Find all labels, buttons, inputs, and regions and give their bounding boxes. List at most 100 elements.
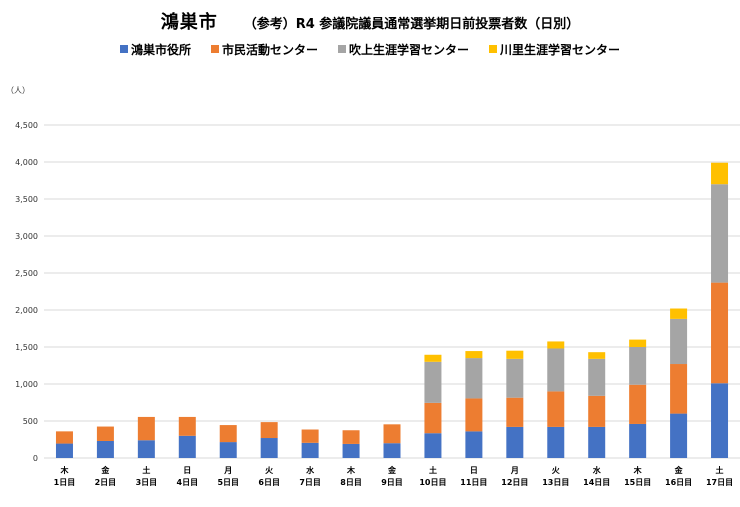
bar-segment (547, 391, 565, 427)
legend: 鴻巣市役所 市民活動センター 吹上生涯学習センター 川里生涯学習センター (0, 40, 740, 58)
bar-segment (301, 442, 319, 458)
y-tick-label: 2,000 (15, 306, 38, 315)
bar-segment (547, 348, 565, 392)
bar-segment (465, 431, 483, 458)
bar-segment (506, 358, 524, 398)
bar-segment (506, 426, 524, 458)
y-tick-label: 1,000 (15, 380, 38, 389)
bar-segment (137, 416, 155, 441)
bar-segment (178, 416, 196, 436)
x-day-label: 4日目 (177, 478, 199, 487)
x-weekday-label: 火 (265, 466, 274, 475)
bar-segment (424, 402, 442, 434)
legend-item-city-hall: 鴻巣市役所 (119, 41, 191, 58)
legend-item-kawasato-center: 川里生涯学習センター (489, 41, 620, 58)
bar-segment (588, 352, 606, 359)
x-day-label: 10日目 (419, 478, 446, 487)
bar-segment (547, 426, 565, 458)
bar-segment (670, 318, 688, 365)
bar-segment (219, 442, 237, 458)
legend-swatch-kawasato-center (489, 45, 498, 53)
gridlines (44, 124, 740, 459)
x-day-label: 3日目 (136, 478, 158, 487)
bar-segment (342, 430, 360, 444)
bar-segment (424, 361, 442, 403)
legend-label-kawasato-center: 川里生涯学習センター (500, 42, 621, 57)
x-day-label: 2日目 (95, 478, 117, 487)
bar-segment (342, 443, 360, 458)
x-weekday-label: 金 (100, 465, 110, 475)
x-weekday-label: 金 (674, 465, 684, 475)
bar-segment (219, 425, 237, 443)
bar-segment (260, 438, 278, 458)
legend-swatch-civic-center (210, 45, 219, 53)
legend-label-civic-center: 市民活動センター (221, 42, 318, 57)
bar-segment (670, 413, 688, 458)
x-weekday-label: 月 (510, 466, 519, 475)
y-tick-label: 0 (33, 454, 38, 463)
bar-segment (670, 364, 688, 414)
bar-segment (629, 384, 647, 424)
legend-item-fukiage-center: 吹上生涯学習センター (338, 41, 469, 58)
bar-segment (588, 426, 606, 458)
x-day-label: 6日目 (258, 478, 280, 487)
x-weekday-label: 木 (346, 465, 356, 475)
bar-segment (96, 426, 114, 441)
bar-segment (383, 424, 401, 444)
bar-segment (506, 350, 524, 359)
bar-segment (465, 351, 483, 359)
x-day-label: 17日目 (706, 478, 733, 487)
x-day-label: 11日目 (460, 478, 487, 487)
x-weekday-label: 土 (142, 465, 150, 475)
bar-segment (55, 431, 73, 444)
x-weekday-label: 土 (429, 465, 437, 475)
y-axis-ticks: 0 500 1,000 1,500 2,000 2,500 3,000 3,500 4,000 4… (15, 121, 38, 463)
bar-segment (629, 347, 647, 385)
x-weekday-label: 火 (552, 466, 561, 475)
x-weekday-label: 水 (305, 465, 315, 475)
x-weekday-label: 金 (387, 465, 397, 475)
bar-segment (465, 398, 483, 432)
x-weekday-label: 木 (59, 465, 69, 475)
y-tick-label: 4,000 (15, 158, 38, 167)
y-tick-label: 4,500 (15, 121, 38, 130)
x-day-label: 16日目 (665, 478, 692, 487)
bar-segment (178, 435, 196, 458)
bar-segment (301, 429, 319, 443)
x-weekday-label: 月 (223, 466, 232, 475)
y-tick-label: 1,500 (15, 343, 38, 352)
x-day-label: 15日目 (624, 478, 651, 487)
bar-segment (711, 282, 729, 384)
chart-title-main: 鴻巣市 (160, 12, 218, 33)
y-tick-label: 3,000 (15, 232, 38, 241)
bar-segment (711, 184, 729, 283)
y-tick-label: 3,500 (15, 195, 38, 204)
x-day-label: 7日目 (299, 478, 321, 487)
chart-title-sub: （参考）R4 参議院議員通常選挙期日前投票者数（日別） (243, 17, 580, 32)
x-day-label: 9日目 (381, 478, 403, 487)
bar-segment (383, 443, 401, 458)
x-weekday-label: 土 (716, 465, 724, 475)
x-day-label: 12日目 (501, 478, 528, 487)
bar-segment (588, 395, 606, 427)
x-day-label: 13日目 (542, 478, 569, 487)
y-axis-unit-label: （人） (6, 86, 30, 95)
legend-label-city-hall: 鴻巣市役所 (130, 42, 191, 57)
chart-title: 鴻巣市 （参考）R4 参議院議員通常選挙期日前投票者数（日別） (0, 8, 740, 36)
x-weekday-label: 日 (470, 466, 478, 475)
legend-swatch-city-hall (119, 45, 128, 53)
y-tick-label: 2,500 (15, 269, 38, 278)
bar-segment (711, 383, 729, 458)
legend-item-civic-center: 市民活動センター (210, 41, 318, 58)
bar-segment (260, 422, 278, 439)
bar-segment (55, 443, 73, 458)
x-day-label: 8日目 (340, 478, 362, 487)
bar-segment (711, 162, 729, 185)
bar-segment (137, 440, 155, 458)
legend-label-fukiage-center: 吹上生涯学習センター (349, 42, 470, 57)
bar-segment (547, 341, 565, 349)
x-day-label: 1日目 (54, 478, 76, 487)
bar-segment (588, 358, 606, 396)
bar-segment (506, 397, 524, 427)
